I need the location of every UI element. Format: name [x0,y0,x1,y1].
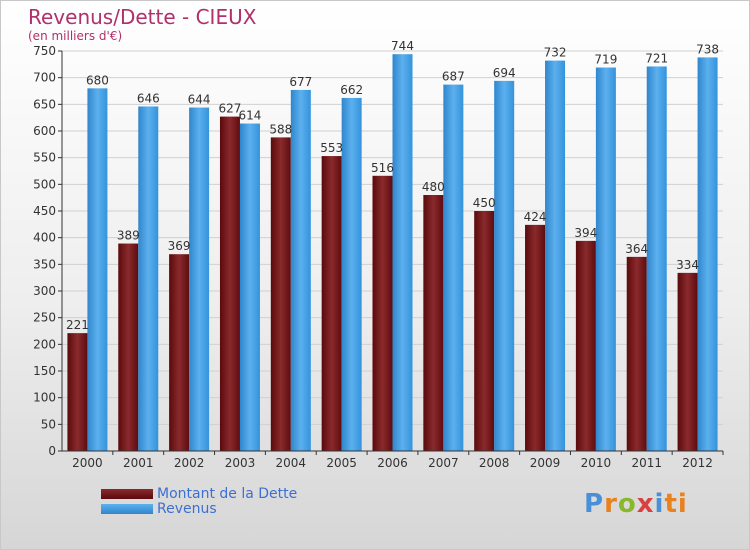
proxiti-logo: Proxiti [584,489,688,519]
bar-revenus [392,54,413,451]
bar-dette [423,195,444,451]
y-tick-label: 200 [33,337,56,351]
y-tick-label: 0 [48,444,56,458]
bar-dette [474,211,495,451]
data-label-dette: 221 [66,318,89,332]
bar-revenus [239,123,260,452]
y-tick-label: 550 [33,151,56,165]
data-label-revenus: 662 [340,83,363,97]
bar-dette [575,240,596,451]
x-tick-label: 2012 [682,456,713,470]
data-label-revenus: 687 [442,70,465,84]
y-tick-label: 500 [33,177,56,191]
legend-swatch-dette [101,488,153,499]
bar-revenus [697,57,718,452]
data-label-dette: 588 [269,122,292,136]
data-label-dette: 627 [219,102,242,116]
y-tick-label: 750 [33,44,56,58]
x-tick-label: 2009 [530,456,561,470]
bar-revenus [494,80,515,451]
legend-label-dette: Montant de la Dette [157,485,298,502]
data-label-dette: 424 [524,210,547,224]
legend: Montant de la Dette Revenus [101,485,298,517]
bar-revenus [138,106,159,451]
data-label-revenus: 680 [86,73,109,87]
bar-dette [219,116,240,451]
y-tick-label: 400 [33,231,56,245]
x-tick-label: 2003 [225,456,256,470]
data-label-dette: 553 [320,141,343,155]
bar-revenus [443,84,464,451]
data-label-revenus: 732 [544,46,567,60]
y-tick-label: 250 [33,311,56,325]
legend-item-revenus: Revenus [101,500,297,517]
y-tick-label: 300 [33,284,56,298]
x-tick-label: 2006 [377,456,408,470]
legend-swatch-revenus [101,503,153,514]
y-tick-label: 350 [33,257,56,271]
y-tick-label: 100 [33,391,56,405]
data-label-revenus: 719 [594,53,617,67]
bar-dette [372,175,393,452]
data-label-revenus: 721 [645,51,668,65]
x-tick-label: 2005 [326,456,357,470]
x-tick-label: 2001 [123,456,154,470]
bar-revenus [189,107,210,452]
data-label-dette: 369 [168,239,191,253]
data-label-dette: 334 [676,258,699,272]
x-tick-label: 2000 [72,456,103,470]
bar-revenus [290,89,311,451]
data-label-revenus: 644 [188,93,211,107]
x-tick-label: 2004 [276,456,307,470]
data-label-dette: 480 [422,180,445,194]
x-tick-label: 2008 [479,456,510,470]
data-label-revenus: 614 [239,109,262,123]
bar-dette [677,272,698,451]
bar-dette [169,254,190,451]
bar-dette [321,156,342,452]
legend-item-dette: Montant de la Dette [101,485,298,502]
y-tick-label: 700 [33,71,56,85]
y-tick-label: 50 [41,417,56,431]
chart-title: Revenus/Dette - CIEUX [28,5,257,29]
data-label-revenus: 677 [289,75,312,89]
data-label-revenus: 694 [493,66,516,80]
y-tick-label: 650 [33,97,56,111]
bar-dette [270,137,291,451]
data-label-dette: 450 [473,196,496,210]
bar-revenus [87,88,108,451]
data-label-revenus: 646 [137,91,160,105]
data-label-dette: 364 [625,242,648,256]
bar-dette [525,224,546,451]
chart-subtitle: (en milliers d'€) [28,29,123,43]
x-tick-label: 2007 [428,456,459,470]
bar-revenus [595,67,616,452]
bar-revenus [646,66,667,451]
data-label-dette: 516 [371,161,394,175]
bar-revenus [341,97,362,451]
bar-dette [67,333,88,451]
y-tick-label: 600 [33,124,56,138]
y-tick-label: 450 [33,204,56,218]
data-label-revenus: 744 [391,39,414,53]
bar-revenus [545,60,566,451]
bar-dette [118,243,139,451]
y-tick-label: 150 [33,364,56,378]
data-label-dette: 389 [117,229,140,243]
legend-label-revenus: Revenus [157,500,217,517]
bar-dette [626,256,647,451]
x-tick-label: 2010 [581,456,612,470]
x-tick-label: 2002 [174,456,205,470]
data-label-revenus: 738 [696,42,719,56]
data-label-dette: 394 [574,226,597,240]
x-tick-label: 2011 [631,456,662,470]
